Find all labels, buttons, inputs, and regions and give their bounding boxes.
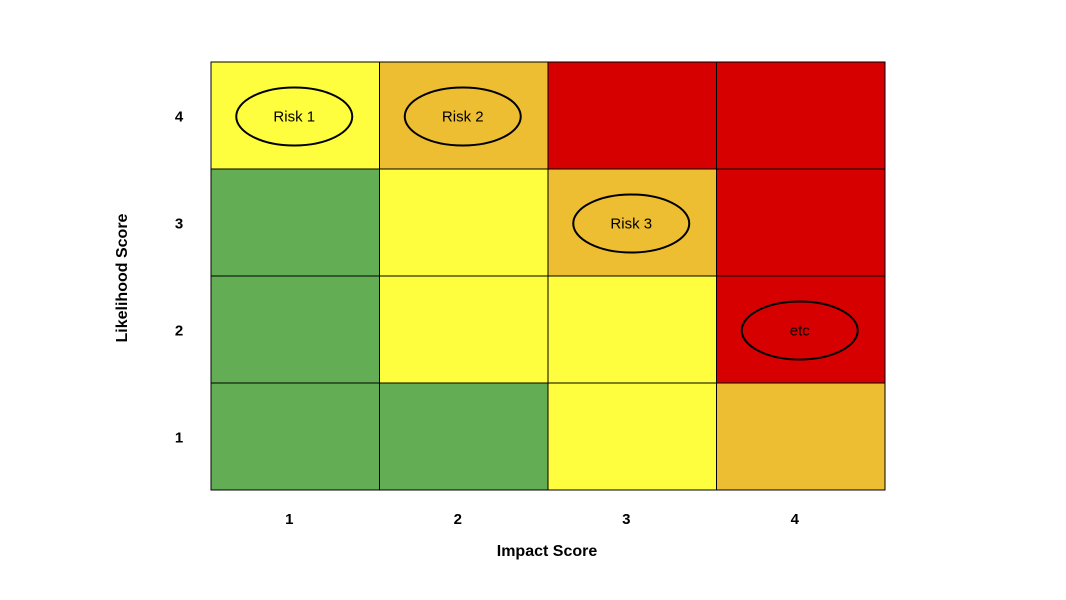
risk-marker: Risk 3 — [572, 193, 691, 254]
risk-label: etc — [790, 323, 811, 340]
risk-label: Risk 1 — [273, 109, 315, 126]
matrix-cell-impact-1-likelihood-1 — [210, 382, 380, 491]
risk-marker: Risk 2 — [403, 86, 522, 147]
y-tick-label: 4 — [175, 109, 184, 126]
y-tick-label: 3 — [175, 216, 183, 233]
risk-label: Risk 2 — [442, 109, 484, 126]
y-axis-label: Likelihood Score — [114, 213, 131, 342]
matrix-cell-impact-3-likelihood-2 — [547, 275, 717, 384]
matrix-cell-impact-1-likelihood-2 — [210, 275, 380, 384]
x-tick-label: 2 — [454, 511, 462, 528]
matrix-cell-impact-2-likelihood-3 — [379, 168, 549, 277]
x-axis-label: Impact Score — [497, 543, 598, 560]
matrix-cell-impact-4-likelihood-1 — [716, 382, 886, 491]
risk-label: Risk 3 — [610, 216, 652, 233]
matrix-cell-impact-3-likelihood-1 — [547, 382, 717, 491]
matrix-cell-impact-1-likelihood-3 — [210, 168, 380, 277]
matrix-cell-impact-3-likelihood-4 — [547, 61, 717, 170]
matrix-cell-impact-4-likelihood-3 — [716, 168, 886, 277]
risk-markers: Risk 1 Risk 2 Risk 3 etc — [235, 86, 859, 361]
risk-ellipse — [740, 300, 859, 361]
matrix-cell-impact-4-likelihood-4 — [716, 61, 886, 170]
x-tick-label: 4 — [791, 511, 800, 528]
risk-marker: etc — [740, 300, 859, 361]
matrix-cells — [210, 61, 886, 491]
matrix-cell-impact-2-likelihood-2 — [379, 275, 549, 384]
risk-ellipse — [572, 193, 691, 254]
tick-labels: 1 2 3 4 1 2 3 4 — [175, 109, 800, 529]
y-tick-label: 1 — [175, 430, 183, 447]
risk-ellipse — [235, 86, 354, 147]
risk-ellipse — [403, 86, 522, 147]
matrix-cell-impact-2-likelihood-1 — [379, 382, 549, 491]
x-tick-label: 1 — [285, 511, 293, 528]
y-tick-label: 2 — [175, 323, 183, 340]
risk-marker: Risk 1 — [235, 86, 354, 147]
x-tick-label: 3 — [622, 511, 630, 528]
